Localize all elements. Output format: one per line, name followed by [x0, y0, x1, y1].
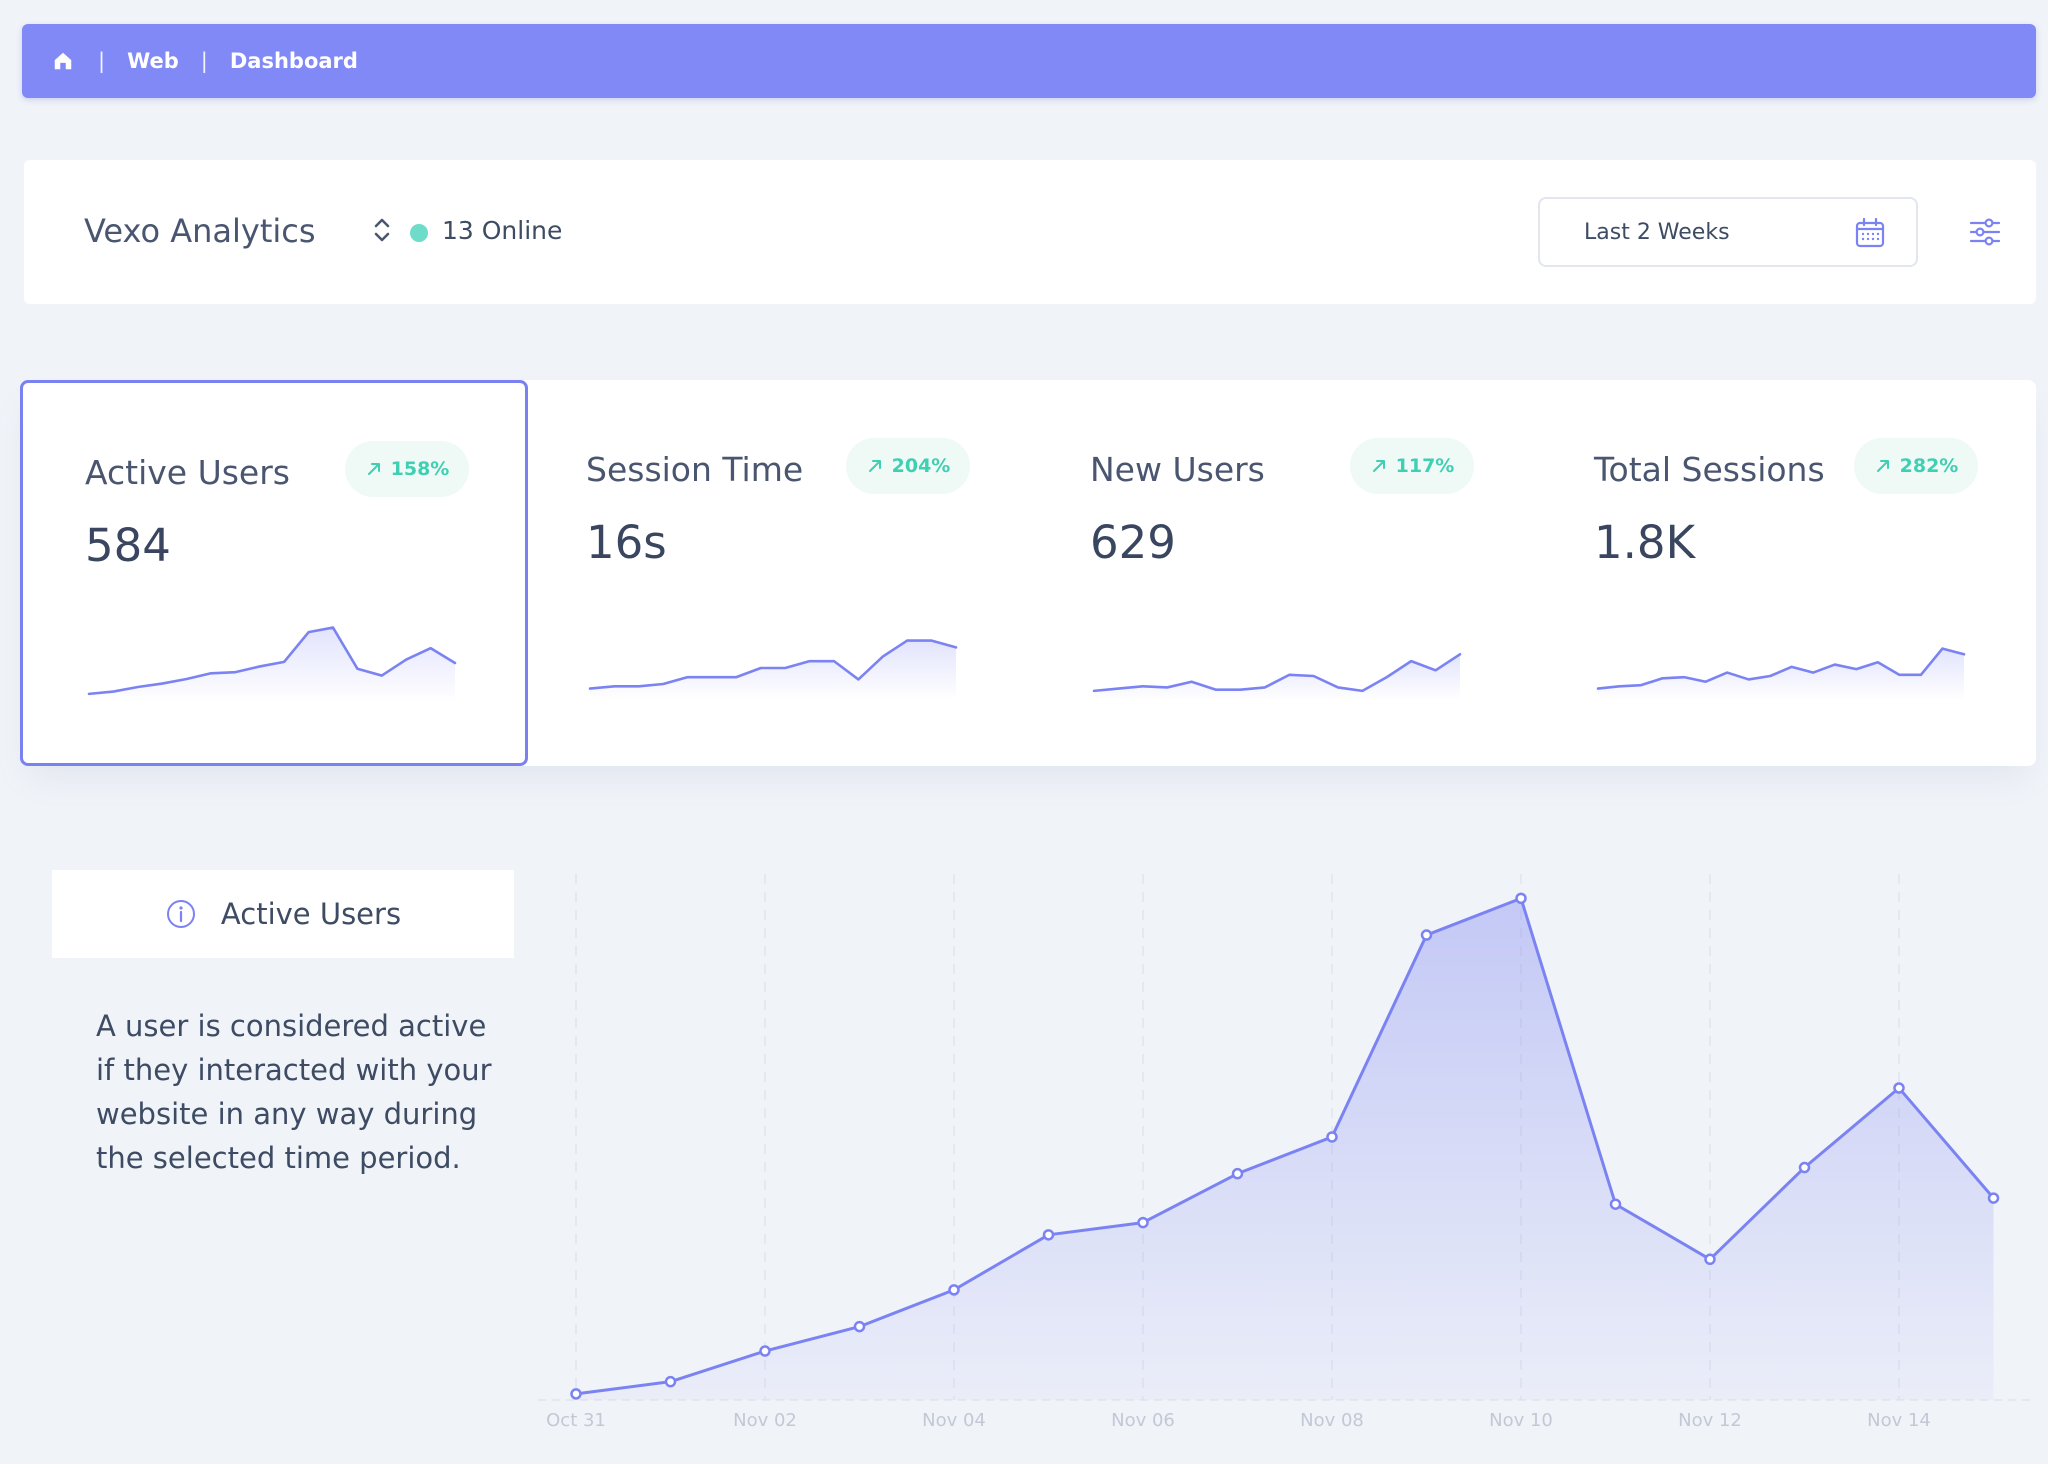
date-range-value: Last 2 Weeks [1584, 219, 1730, 245]
sparkline-area [590, 640, 956, 700]
series-line [575, 896, 1995, 1396]
sparkline-line [1596, 647, 1966, 690]
stat-value: 584 [85, 519, 171, 572]
sliders-icon[interactable] [1968, 214, 2002, 250]
data-point [1231, 1167, 1244, 1180]
sparkline-line [588, 639, 958, 690]
info-description: A user is considered active if they inte… [96, 1009, 492, 1175]
change-badge: 204% [846, 438, 970, 494]
breadcrumb-item-dashboard[interactable]: Dashboard [229, 49, 358, 73]
stat-new-users[interactable]: New Users 117% 629 [1028, 380, 1536, 766]
x-tick-label: Nov 14 [1867, 1410, 1931, 1431]
breadcrumb: | Web | Dashboard [22, 24, 2036, 98]
info-header: Active Users [52, 870, 514, 958]
data-point [1042, 1229, 1055, 1241]
info-title: Active Users [220, 897, 402, 931]
data-point [1137, 1216, 1149, 1229]
x-tick-label: Nov 06 [1111, 1410, 1175, 1431]
breadcrumb-separator: | [98, 49, 106, 73]
sparkline-area [1094, 654, 1460, 700]
data-point [1798, 1161, 1811, 1174]
sparkline-area [1598, 648, 1964, 700]
data-point [759, 1345, 771, 1357]
x-tick-label: Nov 04 [922, 1410, 986, 1431]
data-point [1609, 1198, 1622, 1210]
chevron-updown-icon[interactable] [368, 212, 396, 248]
arrow-up-right-icon [868, 460, 881, 472]
breadcrumb-separator: | [200, 49, 208, 73]
change-badge: 282% [1854, 438, 1978, 494]
change-badge: 117% [1350, 438, 1474, 494]
home-icon[interactable] [52, 49, 76, 73]
app-title: Vexo Analytics [84, 212, 316, 250]
change-value: 158% [390, 458, 450, 480]
sparkline-line [87, 626, 457, 696]
header-card: Vexo Analytics 13 Online Last 2 Weeks [24, 160, 2036, 304]
data-point [664, 1375, 677, 1388]
stat-title: Active Users [85, 453, 290, 492]
x-tick-label: Oct 31 [546, 1410, 606, 1431]
date-range-select[interactable]: Last 2 Weeks [1538, 197, 1918, 267]
data-point [1515, 892, 1527, 905]
stat-active-users[interactable]: Active Users 158% 584 [20, 380, 528, 766]
stat-title: New Users [1090, 450, 1265, 489]
data-point [1420, 929, 1433, 941]
data-point [1893, 1082, 1905, 1094]
data-point [1987, 1192, 2000, 1204]
stat-title: Total Sessions [1594, 450, 1825, 489]
change-value: 282% [1899, 455, 1959, 477]
sparkline [588, 639, 958, 700]
calendar-icon[interactable] [1854, 217, 1886, 249]
change-value: 204% [891, 455, 951, 477]
data-point [570, 1388, 582, 1400]
online-indicator [410, 224, 428, 242]
x-tick-label: Nov 08 [1300, 1410, 1364, 1431]
sparkline [1596, 647, 1966, 700]
data-point [948, 1284, 960, 1296]
stat-value: 629 [1090, 516, 1176, 569]
active-users-chart: Oct 31 Nov 02 Nov 04 Nov 06 Nov 08 Nov 10 Nov … [538, 874, 2030, 1431]
area-fill [576, 898, 1994, 1400]
arrow-up-right-icon [1372, 460, 1385, 472]
sparkline [87, 626, 457, 703]
x-tick-label: Nov 02 [733, 1410, 797, 1431]
stat-total-sessions[interactable]: Total Sessions 282% 1.8K [1532, 380, 2040, 766]
data-point [1704, 1253, 1716, 1266]
arrow-up-right-icon [367, 463, 380, 475]
data-point [853, 1320, 866, 1333]
info-icon[interactable] [165, 898, 197, 930]
stats-card: Active Users 158% 584 Session Time 204% … [20, 380, 2036, 766]
arrow-up-right-icon [1876, 460, 1889, 472]
sparkline [1092, 652, 1462, 700]
online-count: 13 Online [442, 216, 563, 245]
change-badge: 158% [345, 441, 469, 497]
change-value: 117% [1395, 455, 1455, 477]
sparkline-line [1092, 652, 1462, 693]
x-tick-label: Nov 10 [1489, 1410, 1553, 1431]
stat-session-time[interactable]: Session Time 204% 16s [524, 380, 1032, 766]
stat-title: Session Time [586, 450, 804, 489]
x-tick-label: Nov 12 [1678, 1410, 1742, 1431]
stat-value: 16s [586, 516, 667, 569]
breadcrumb-item-web[interactable]: Web [127, 49, 179, 73]
stat-value: 1.8K [1594, 516, 1696, 569]
data-point [1326, 1131, 1338, 1143]
